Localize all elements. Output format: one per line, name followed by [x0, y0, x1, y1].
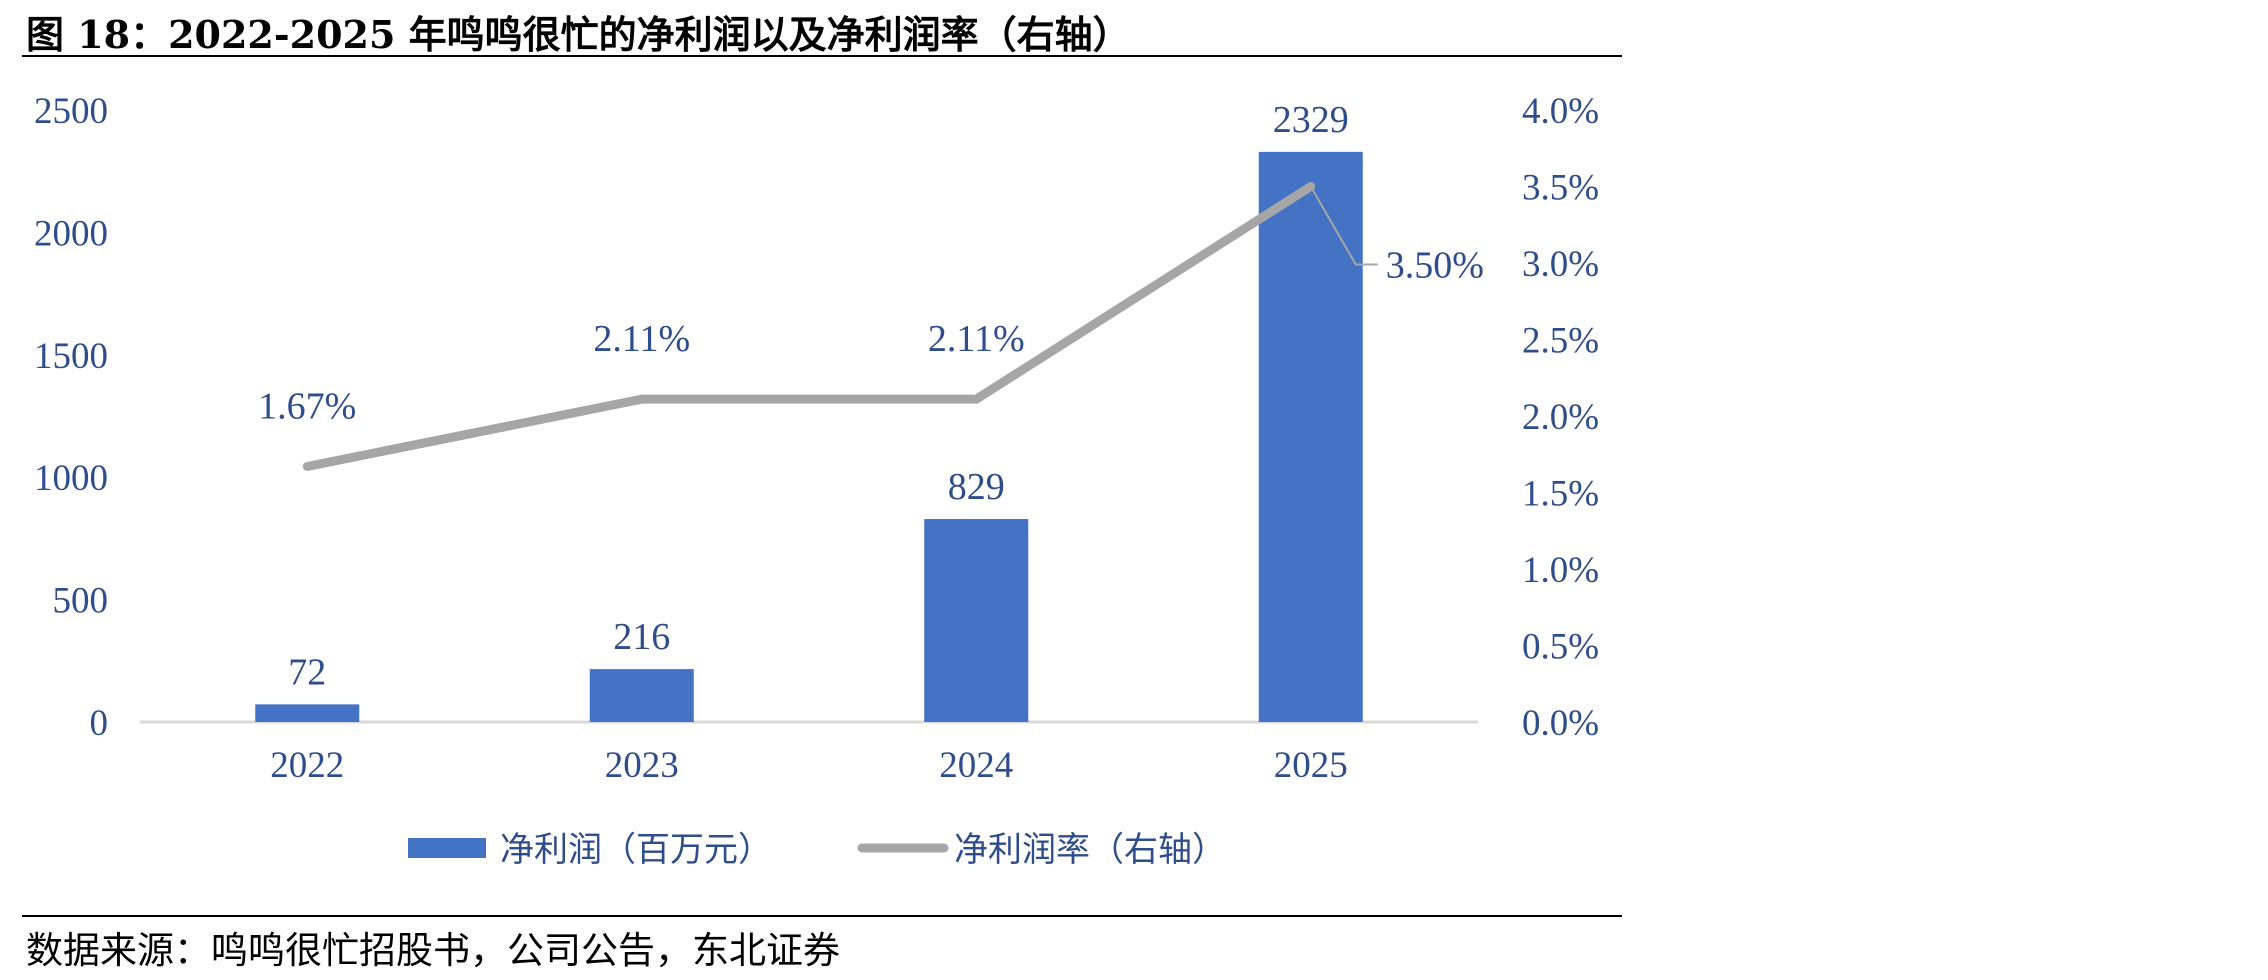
line-point-net-margin	[302, 461, 312, 471]
line-net-margin	[306, 182, 1314, 471]
figure-title: 图 18：2022-2025 年鸣鸣很忙的净利润以及净利润率（右轴）	[26, 12, 1131, 57]
net-profit-chart: 0 500 1000 1500 2000 2500 0.0% 0.5% 1.0% 1.5% 2.0%…	[34, 91, 1599, 870]
left-axis-tick-label: 1500	[34, 336, 108, 377]
source-rule	[22, 915, 1622, 917]
bar-value-label: 216	[613, 616, 670, 658]
x-axis-tick-label: 2022	[270, 745, 344, 786]
line-point-net-margin	[637, 394, 647, 404]
legend-label-net-margin: 净利润率（右轴）	[954, 830, 1226, 870]
right-axis-tick-label: 0.5%	[1522, 627, 1599, 668]
leader-line	[1309, 186, 1378, 266]
bar-value-label: 72	[288, 651, 326, 693]
source-note: 数据来源：鸣鸣很忙招股书，公司公告，东北证券	[26, 929, 840, 972]
line-value-label: 2.11%	[928, 318, 1025, 360]
bar-net-profit	[924, 519, 1029, 722]
x-axis-tick-label: 2025	[1274, 745, 1348, 786]
x-axis-tick-label: 2023	[605, 745, 679, 786]
line-value-label: 2.11%	[593, 318, 690, 360]
left-axis-tick-label: 0	[90, 703, 109, 744]
bar-net-profit	[1258, 151, 1363, 723]
right-axis-tick-label: 3.5%	[1522, 168, 1599, 209]
right-axis-tick-label: 1.5%	[1522, 474, 1599, 515]
bar-net-profit	[255, 704, 360, 722]
right-axis-tick-label: 3.0%	[1522, 244, 1599, 285]
bar-net-profit	[589, 669, 694, 722]
right-axis-tick-label: 1.0%	[1522, 550, 1599, 591]
line-value-label: 3.50%	[1386, 245, 1484, 287]
left-axis-tick-label: 1000	[34, 458, 108, 499]
bar-value-label: 2329	[1273, 99, 1349, 141]
line-point-net-margin	[971, 394, 981, 404]
legend-label-net-profit: 净利润（百万元）	[500, 830, 772, 870]
right-axis-tick-label: 0.0%	[1522, 703, 1599, 744]
x-axis-tick-label: 2024	[939, 745, 1013, 786]
legend-swatch-bar	[408, 838, 486, 858]
right-axis-tick-label: 2.0%	[1522, 397, 1599, 438]
title-rule	[22, 55, 1622, 57]
left-axis-tick-label: 2500	[34, 91, 108, 132]
line-value-label: 1.67%	[258, 385, 356, 427]
right-axis-tick-label: 4.0%	[1522, 91, 1599, 132]
right-axis-tick-label: 2.5%	[1522, 321, 1599, 362]
left-axis-tick-label: 2000	[34, 213, 108, 254]
bar-value-label: 829	[948, 466, 1005, 508]
left-axis-tick-label: 500	[53, 581, 109, 622]
